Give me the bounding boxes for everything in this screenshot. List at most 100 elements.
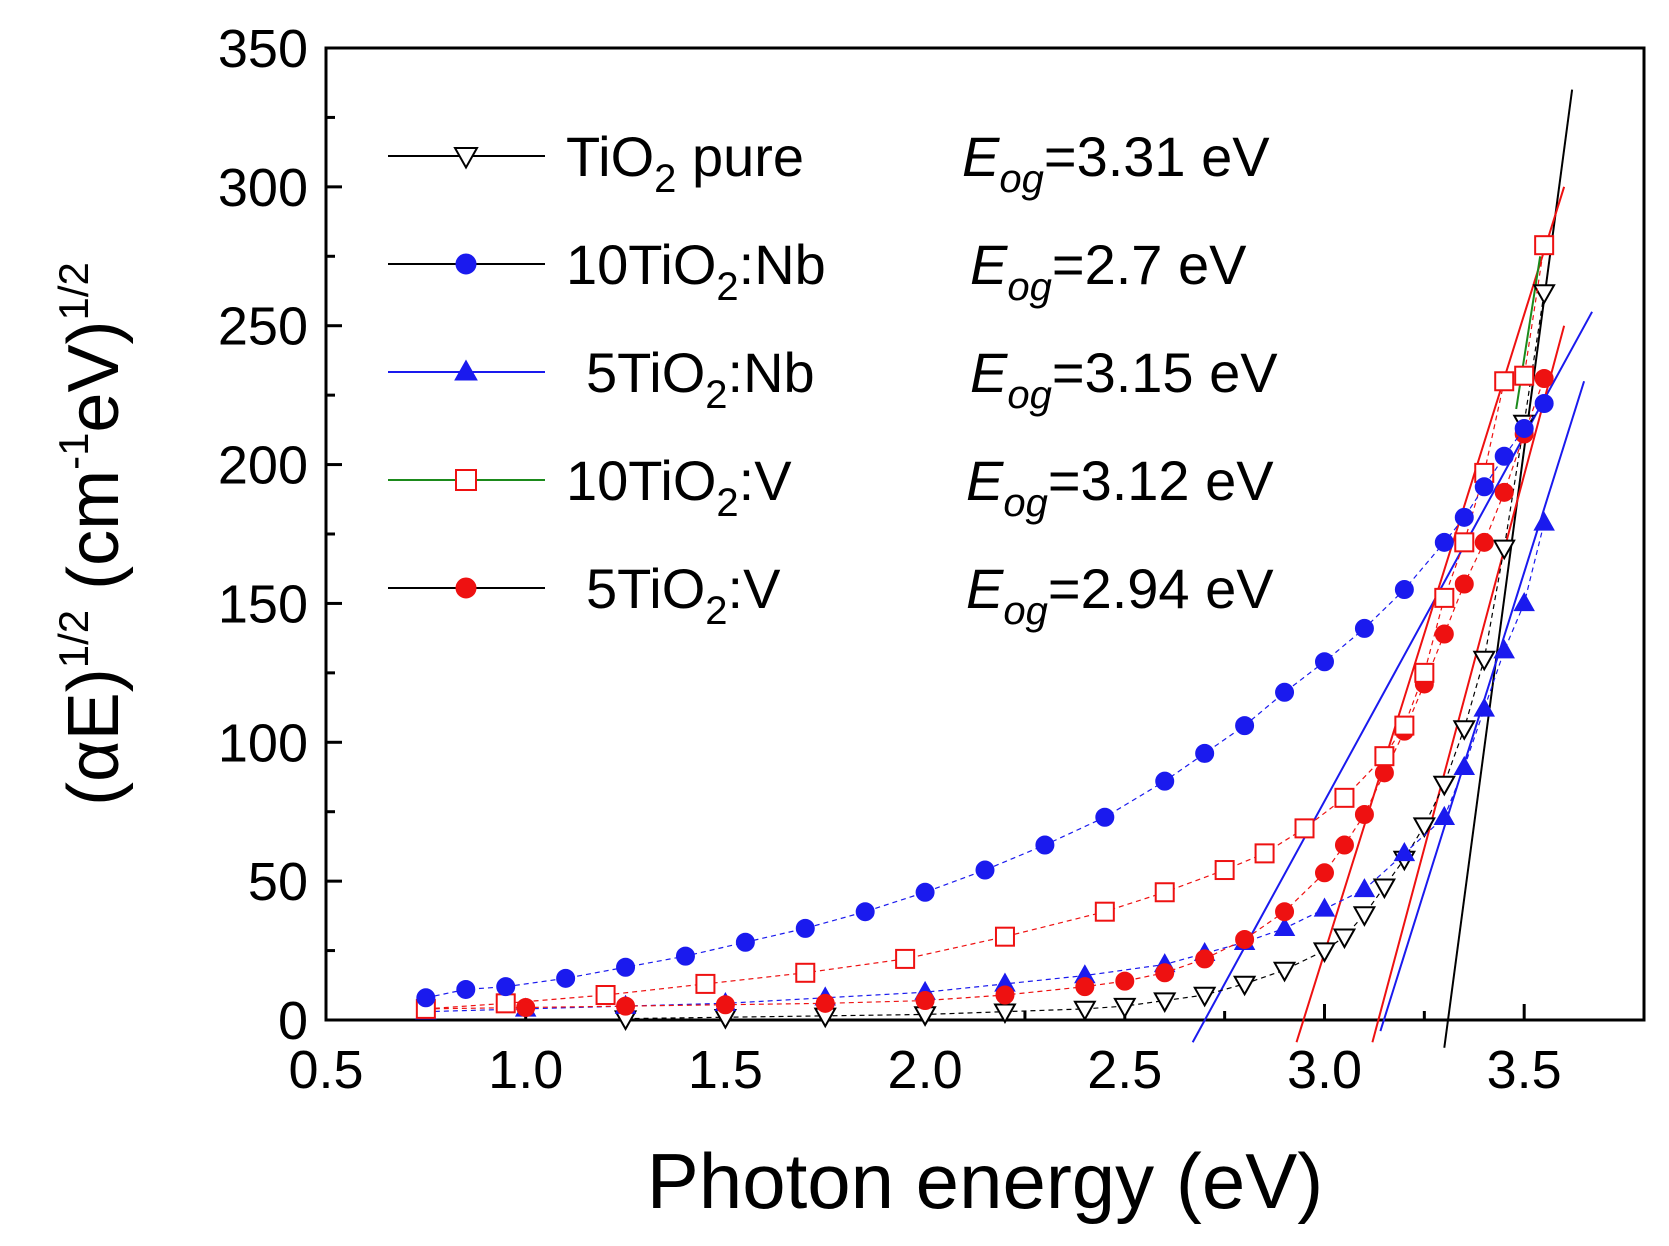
legend-label: 10TiO [566, 449, 716, 512]
data-point [1432, 775, 1456, 797]
eog-value: =3.31 eV [1044, 125, 1270, 188]
data-point [556, 968, 576, 988]
legend-label-tail: :V [739, 449, 793, 512]
eog-sub: og [1007, 373, 1052, 417]
y-tick-label: 100 [218, 713, 308, 773]
y-axis-prefix: (αE) [54, 668, 134, 806]
y-axis-ticks: 0 50 100 150 200 250 300 350 [218, 19, 342, 1051]
data-point [416, 988, 436, 1008]
data-point [715, 995, 735, 1015]
data-point [1534, 368, 1554, 388]
svg-text:Eog=3.12 eV: Eog=3.12 eV [966, 449, 1274, 525]
data-point [1094, 901, 1115, 922]
legend-label-tail: :V [728, 557, 782, 620]
data-point [1254, 843, 1275, 864]
data-point [1073, 1000, 1097, 1022]
y-tick-label: 0 [278, 991, 308, 1051]
data-point [1453, 755, 1476, 775]
y-tick-label: 200 [218, 436, 308, 496]
data-point [1095, 807, 1115, 827]
data-point [1155, 771, 1175, 791]
x-axis-ticks: 0.5 1.0 1.5 2.0 2.5 3.0 3.5 [288, 1004, 1562, 1100]
eog-value: =2.7 eV [1052, 233, 1247, 296]
eog-value: =2.94 eV [1048, 557, 1274, 620]
data-point [1434, 532, 1454, 552]
y-axis-unit-sup: -1 [50, 433, 97, 470]
data-point [1314, 863, 1334, 883]
x-tick-label: 2.5 [1087, 1040, 1162, 1100]
legend-item: 10TiO2:Nb Eog=2.7 eV [388, 233, 1247, 309]
eog-symbol: E [966, 449, 1004, 512]
data-point [1454, 507, 1474, 527]
data-point [1433, 805, 1456, 825]
data-point [1374, 763, 1394, 783]
data-point [1514, 418, 1534, 438]
legend-label-sub: 2 [705, 373, 727, 417]
data-point [496, 977, 516, 997]
data-point [1533, 511, 1555, 531]
svg-text:TiO2 pure: TiO2 pure [566, 125, 804, 201]
x-tick-label: 1.5 [688, 1040, 763, 1100]
data-point [1115, 971, 1135, 991]
data-point [1195, 949, 1215, 969]
y-axis-prefix-sup: 1/2 [50, 610, 97, 668]
data-point [454, 359, 478, 381]
legend-label: TiO [566, 125, 654, 188]
series-group [415, 235, 1555, 1019]
svg-text:10TiO2:Nb: 10TiO2:Nb [566, 233, 826, 309]
data-point [1393, 842, 1416, 862]
x-tick-label: 3.0 [1287, 1040, 1362, 1100]
data-point [795, 962, 816, 983]
fit-line [1443, 89, 1574, 1048]
data-point [1434, 587, 1455, 608]
legend-label-sub: 2 [716, 481, 738, 525]
data-point [1374, 746, 1395, 767]
data-point [1372, 878, 1397, 900]
y-tick-label: 250 [218, 297, 308, 357]
legend-label-tail: :Nb [728, 341, 815, 404]
svg-text:Eog=3.31 eV: Eog=3.31 eV [962, 125, 1270, 201]
legend-item: 5TiO2:V Eog=2.94 eV [388, 557, 1274, 633]
data-point [616, 957, 636, 977]
data-point [1334, 835, 1354, 855]
data-point [1353, 878, 1376, 898]
data-point [1394, 580, 1414, 600]
svg-text:Eog=2.94 eV: Eog=2.94 eV [966, 557, 1274, 633]
svg-text:5TiO2:V: 5TiO2:V [586, 557, 781, 633]
data-point [1452, 720, 1476, 741]
eog-sub: og [1003, 481, 1048, 525]
data-point [1454, 574, 1474, 594]
data-point [1235, 716, 1255, 736]
data-series [415, 235, 1556, 1031]
eog-symbol: E [962, 125, 1000, 188]
data-point [1354, 804, 1374, 824]
data-point [1474, 532, 1494, 552]
data-point [1532, 284, 1556, 305]
data-point [915, 991, 935, 1011]
data-point [735, 932, 755, 952]
legend-label-sub: 2 [654, 157, 676, 201]
y-axis-unit-close: eV) [54, 321, 134, 433]
data-point [1334, 787, 1355, 808]
data-point [1232, 975, 1257, 997]
data-point [995, 985, 1015, 1005]
y-tick-label: 300 [218, 158, 308, 218]
data-point [1154, 882, 1175, 903]
svg-text:Eog=3.15 eV: Eog=3.15 eV [970, 341, 1278, 417]
data-point [855, 902, 875, 922]
data-point [1494, 482, 1514, 502]
y-tick-label: 50 [248, 852, 308, 912]
x-tick-label: 1.0 [488, 1040, 563, 1100]
legend-label: 5TiO [586, 341, 705, 404]
data-point [1534, 393, 1554, 413]
data-point [1412, 817, 1436, 838]
data-point [994, 926, 1015, 947]
fit-line [1295, 186, 1566, 1043]
data-point [1332, 928, 1357, 950]
svg-text:Eog=2.7 eV: Eog=2.7 eV [970, 233, 1247, 309]
legend-label: 5TiO [586, 557, 705, 620]
data-point [1193, 986, 1217, 1008]
x-tick-label: 3.5 [1487, 1040, 1562, 1100]
series-line [425, 245, 1545, 1010]
data-point [1075, 977, 1095, 997]
